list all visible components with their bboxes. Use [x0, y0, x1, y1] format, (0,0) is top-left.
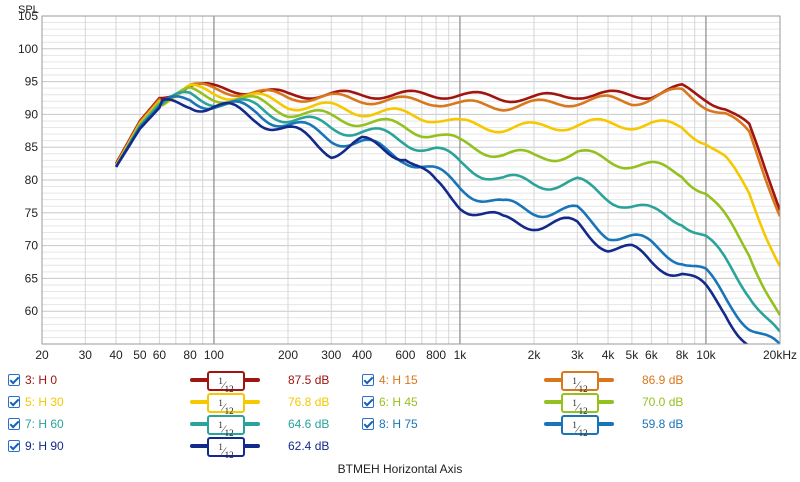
legend-checkbox[interactable] — [8, 396, 20, 408]
y-tick-labels: 60 65 70 75 80 85 90 95 100 105 — [18, 9, 38, 318]
legend-label: 9: H 90 — [25, 439, 64, 453]
legend-level: 70.0 dB — [642, 395, 684, 409]
x-tick-label: 6k — [645, 348, 659, 360]
smoothing-label: 1⁄12 — [207, 437, 245, 460]
x-tick-label: 60 — [153, 348, 167, 360]
y-tick-label: 95 — [25, 75, 39, 89]
x-tick-label: 8k — [676, 348, 690, 360]
x-tick-label: 200 — [278, 348, 298, 360]
y-tick-label: 105 — [18, 9, 38, 23]
x-tick-label: 400 — [352, 348, 372, 360]
y-tick-label: 70 — [25, 239, 39, 253]
legend-item[interactable]: 9: H 90 — [8, 436, 64, 456]
smoothing-label: 1⁄12 — [207, 371, 245, 394]
smoothing-button[interactable]: 1⁄12 — [190, 393, 260, 416]
legend-label: 4: H 15 — [379, 373, 418, 387]
smoothing-label: 1⁄12 — [561, 415, 599, 438]
legend-item[interactable]: 5: H 30 — [8, 392, 64, 412]
legend-item[interactable]: 3: H 0 — [8, 370, 57, 390]
legend-checkbox[interactable] — [362, 374, 374, 386]
series-line-2 — [114, 82, 780, 217]
legend-item[interactable]: 8: H 75 — [362, 414, 418, 434]
legend-label: 5: H 30 — [25, 395, 64, 409]
legend-level: 87.5 dB — [288, 373, 330, 387]
smoothing-button[interactable]: 1⁄12 — [544, 415, 614, 438]
legend-level: 64.6 dB — [288, 417, 330, 431]
smoothing-button[interactable]: 1⁄12 — [190, 437, 260, 460]
y-axis-label: SPL — [18, 4, 39, 16]
smoothing-label: 1⁄12 — [561, 371, 599, 394]
legend-level: 62.4 dB — [288, 439, 330, 453]
series-line-7 — [114, 98, 749, 344]
series-line-5 — [114, 90, 780, 333]
legend-level: 76.8 dB — [288, 395, 330, 409]
legend-item[interactable]: 6: H 45 — [362, 392, 418, 412]
x-tick-label: 600 — [395, 348, 415, 360]
x-tick-label: 20kHz — [763, 348, 797, 360]
legend-checkbox[interactable] — [8, 440, 20, 452]
smoothing-button[interactable]: 1⁄12 — [544, 371, 614, 394]
x-tick-labels: 20 30 40 50 60 80 100 200 300 400 600 800 1k 2k 3k 4k 5k… — [35, 348, 797, 360]
x-tick-label: 50 — [133, 348, 147, 360]
legend-label: 8: H 75 — [379, 417, 418, 431]
series-line-6 — [114, 95, 780, 344]
legend-checkbox[interactable] — [362, 418, 374, 430]
smoothing-label: 1⁄12 — [207, 415, 245, 438]
x-tick-label: 10k — [696, 348, 716, 360]
y-tick-label: 85 — [25, 140, 39, 154]
series-line-4 — [114, 86, 780, 316]
smoothing-button[interactable]: 1⁄12 — [190, 371, 260, 394]
x-tick-label: 4k — [602, 348, 616, 360]
y-tick-label: 60 — [25, 304, 39, 318]
plot-frame — [41, 15, 781, 345]
y-tick-label: 90 — [25, 107, 39, 121]
chart-footer-title: BTMEH Horizontal Axis — [337, 462, 463, 476]
x-tick-label: 100 — [204, 348, 224, 360]
x-tick-label: 20 — [35, 348, 49, 360]
legend-label: 7: H 60 — [25, 417, 64, 431]
legend-level: 59.8 dB — [642, 417, 684, 431]
y-tick-label: 75 — [25, 206, 39, 220]
x-tick-label: 5k — [626, 348, 640, 360]
x-tick-label: 300 — [321, 348, 341, 360]
legend-checkbox[interactable] — [8, 374, 20, 386]
x-tick-label: 3k — [571, 348, 585, 360]
x-tick-label: 30 — [79, 348, 93, 360]
series-line-3 — [114, 83, 780, 267]
x-tick-label: 1k — [454, 348, 468, 360]
legend: 3: H 0 1⁄12 87.5 dB 4: H 15 1⁄12 86.9 dB 5: H … — [0, 366, 800, 460]
x-tick-label: 40 — [109, 348, 123, 360]
y-tick-label: 80 — [25, 173, 39, 187]
legend-label: 3: H 0 — [25, 373, 58, 387]
x-tick-label: 80 — [183, 348, 197, 360]
smoothing-button[interactable]: 1⁄12 — [544, 393, 614, 416]
y-tick-label: 65 — [25, 271, 39, 285]
smoothing-label: 1⁄12 — [561, 393, 599, 416]
legend-level: 86.9 dB — [642, 373, 684, 387]
legend-checkbox[interactable] — [8, 418, 20, 430]
x-tick-label: 800 — [426, 348, 446, 360]
series-group — [114, 82, 780, 344]
legend-label: 6: H 45 — [379, 395, 418, 409]
x-tick-label: 2k — [528, 348, 542, 360]
smoothing-label: 1⁄12 — [207, 393, 245, 416]
smoothing-button[interactable]: 1⁄12 — [190, 415, 260, 438]
y-tick-label: 100 — [18, 42, 38, 56]
legend-item[interactable]: 4: H 15 — [362, 370, 418, 390]
legend-item[interactable]: 7: H 60 — [8, 414, 64, 434]
legend-checkbox[interactable] — [362, 396, 374, 408]
